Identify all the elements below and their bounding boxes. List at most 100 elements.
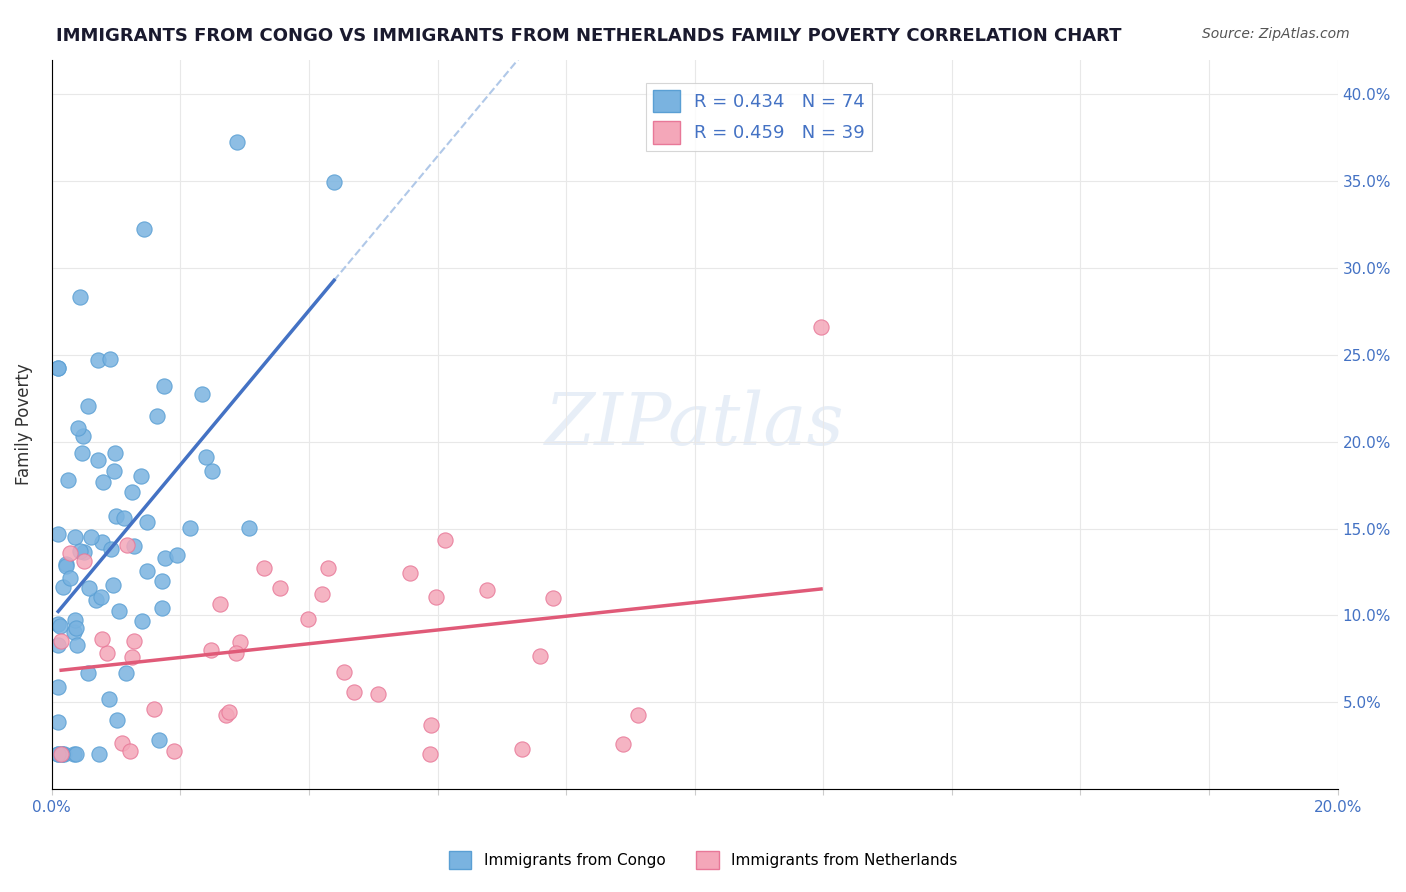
Congo [63,625,86,640]
Congo [63,747,86,762]
Congo [166,549,188,563]
Congo [51,747,73,762]
Congo [76,399,98,413]
Congo [52,747,75,762]
Congo [73,545,96,559]
Congo [238,520,260,534]
Netherlands [215,708,238,723]
Netherlands [316,561,339,575]
Netherlands [475,582,498,597]
Congo [136,515,159,529]
Congo [46,527,69,541]
Congo [52,581,75,595]
Congo [69,290,91,304]
Congo [108,604,131,618]
Netherlands [398,566,420,581]
Netherlands [122,634,145,648]
Congo [48,618,70,632]
Congo [101,578,124,592]
Congo [105,509,128,524]
Netherlands [425,590,447,604]
Netherlands [200,642,222,657]
Congo [46,680,69,694]
Netherlands [810,319,832,334]
Congo [131,614,153,628]
Congo [66,638,89,652]
Congo [77,581,100,595]
Netherlands [91,632,114,647]
Congo [46,747,69,762]
Congo [59,571,82,585]
Congo [105,713,128,727]
Netherlands [225,646,247,660]
Congo [190,386,212,401]
Congo [179,521,201,535]
Text: IMMIGRANTS FROM CONGO VS IMMIGRANTS FROM NETHERLANDS FAMILY POVERTY CORRELATION : IMMIGRANTS FROM CONGO VS IMMIGRANTS FROM… [56,27,1122,45]
Congo [55,557,77,571]
Congo [148,733,170,747]
Netherlands [228,635,250,649]
Congo [98,692,121,706]
Netherlands [163,744,186,758]
Netherlands [111,735,134,749]
Text: ZIPatlas: ZIPatlas [546,389,845,459]
Netherlands [541,591,564,606]
Congo [150,601,173,615]
Congo [46,747,69,762]
Congo [129,469,152,483]
Congo [87,453,110,467]
Congo [323,175,346,189]
Congo [89,747,111,762]
Netherlands [49,747,72,762]
Netherlands [311,587,333,601]
Congo [70,445,93,459]
Netherlands [117,538,139,552]
Legend: R = 0.434   N = 74, R = 0.459   N = 39: R = 0.434 N = 74, R = 0.459 N = 39 [645,83,872,151]
Congo [84,593,107,607]
Congo [63,614,86,628]
Congo [56,473,79,487]
Netherlands [120,744,142,758]
Congo [55,559,77,574]
Congo [132,222,155,236]
Congo [87,353,110,368]
Congo [66,421,89,435]
Text: Source: ZipAtlas.com: Source: ZipAtlas.com [1202,27,1350,41]
Congo [121,485,143,500]
Congo [51,747,73,762]
Congo [91,534,114,549]
Netherlands [367,687,389,701]
Netherlands [627,707,650,722]
Netherlands [121,650,143,665]
Congo [46,361,69,376]
Netherlands [253,561,276,575]
Netherlands [529,648,551,663]
Congo [46,361,69,376]
Netherlands [143,702,166,716]
Congo [112,511,135,525]
Congo [46,639,69,653]
Netherlands [419,747,441,762]
Netherlands [612,737,634,751]
Netherlands [209,597,232,611]
Congo [69,543,91,558]
Congo [115,665,138,680]
Congo [103,464,125,478]
Congo [201,464,224,478]
Netherlands [420,717,443,731]
Congo [46,617,69,632]
Netherlands [433,533,456,547]
Netherlands [218,705,240,719]
Netherlands [269,581,291,595]
Congo [46,714,69,729]
Congo [226,135,249,149]
Congo [80,530,103,544]
Congo [90,591,112,605]
Congo [65,747,87,762]
Congo [77,665,100,680]
Congo [98,352,121,367]
Congo [194,450,217,464]
Netherlands [343,684,366,698]
Netherlands [297,612,319,626]
Netherlands [333,665,356,680]
